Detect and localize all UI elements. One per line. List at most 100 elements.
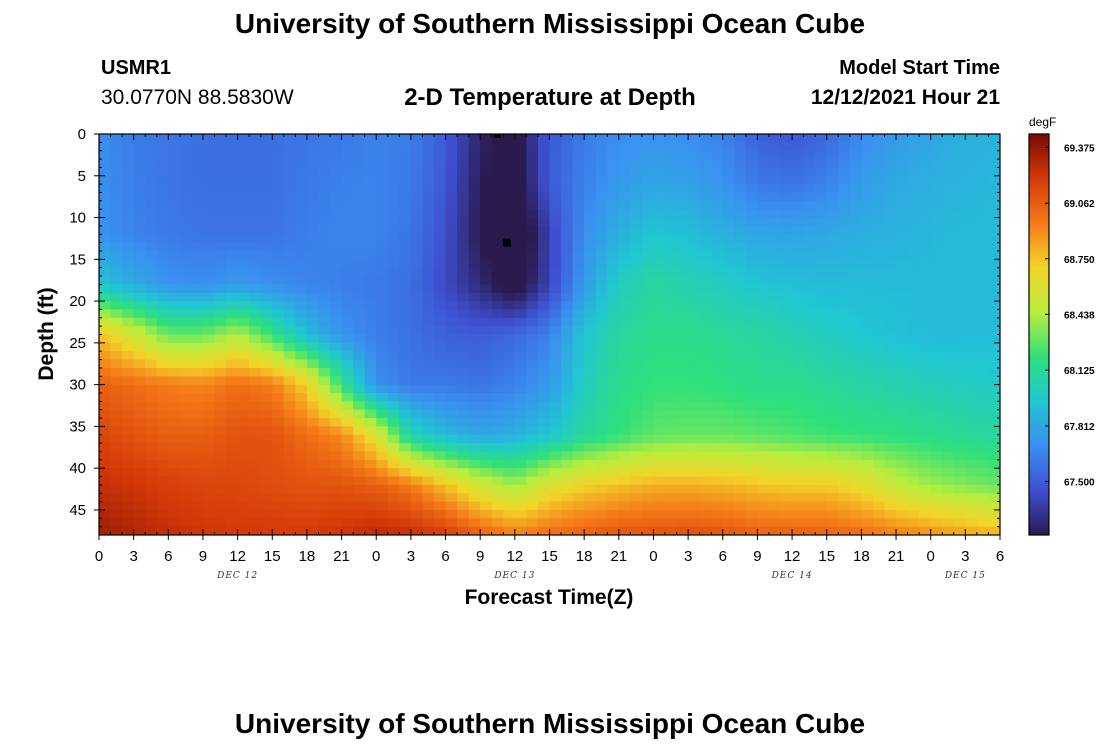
heatmap-cell (815, 134, 828, 143)
heatmap-cell (930, 493, 943, 503)
heatmap-cell (722, 317, 735, 327)
heatmap-cell (260, 184, 273, 194)
heatmap-cell (907, 167, 920, 177)
heatmap-cell (884, 342, 897, 352)
heatmap-cell (295, 334, 308, 344)
heatmap-cell (318, 150, 331, 160)
heatmap-cell (387, 334, 400, 344)
heatmap-cell (491, 493, 504, 503)
heatmap-cell (815, 317, 828, 327)
heatmap-cell (988, 376, 1000, 386)
heatmap-cell (202, 443, 216, 453)
heatmap-cell (907, 175, 920, 185)
heatmap-cell (849, 175, 862, 185)
heatmap-cell (272, 150, 285, 160)
heatmap-cell (595, 284, 608, 294)
heatmap-cell (537, 301, 551, 311)
heatmap-cell (156, 234, 169, 244)
heatmap-cell (110, 359, 123, 369)
heatmap-cell (641, 242, 655, 252)
heatmap-cell (826, 351, 839, 361)
heatmap-cell (930, 426, 943, 436)
heatmap-cell (561, 367, 574, 377)
heatmap-cell (572, 351, 585, 361)
heatmap-cell (676, 217, 689, 227)
heatmap-cell (872, 167, 886, 177)
heatmap-cell (641, 359, 655, 369)
heatmap-cell (145, 159, 158, 169)
heatmap-cell (688, 150, 701, 160)
heatmap-cell (330, 301, 343, 311)
heatmap-cell (260, 217, 273, 227)
heatmap-cell (618, 468, 631, 478)
heatmap-cell (122, 317, 135, 327)
heatmap-cell (688, 367, 701, 377)
heatmap-cell (745, 451, 759, 461)
heatmap-cell (457, 267, 470, 277)
heatmap-cell (711, 426, 724, 436)
heatmap-cell (688, 426, 701, 436)
heatmap-cell (815, 484, 828, 494)
heatmap-cell (526, 175, 539, 185)
heatmap-cell (803, 518, 816, 528)
heatmap-cell (907, 192, 920, 202)
heatmap-cell (549, 142, 562, 152)
heatmap-cell (295, 418, 308, 427)
heatmap-cell (676, 200, 689, 210)
heatmap-cell (226, 150, 239, 160)
heatmap-cell (410, 401, 424, 411)
heatmap-cell (734, 493, 747, 503)
heatmap-cell (168, 301, 181, 311)
heatmap-cell (595, 217, 608, 227)
heatmap-cell (838, 209, 851, 219)
heatmap-cell (722, 334, 735, 344)
heatmap-cell (433, 250, 447, 260)
heatmap-cell (249, 426, 262, 436)
heatmap-cell (711, 234, 724, 244)
heatmap-cell (214, 451, 227, 461)
heatmap-cell (942, 468, 955, 478)
heatmap-cell (688, 159, 701, 169)
heatmap-cell (526, 443, 539, 453)
heatmap-cell (861, 426, 874, 436)
heatmap-cell (965, 242, 978, 252)
heatmap-cell (757, 342, 770, 352)
heatmap-cell (214, 418, 227, 427)
heatmap-cell (99, 459, 112, 469)
heatmap-cell (295, 468, 308, 478)
heatmap-cell (549, 167, 562, 177)
heatmap-cell (410, 484, 424, 494)
heatmap-cell (872, 384, 886, 394)
heatmap-cell (745, 518, 759, 528)
heatmap-cell (792, 259, 805, 269)
heatmap-cell (168, 451, 181, 461)
heatmap-cell (364, 518, 377, 528)
heatmap-cell (226, 451, 239, 461)
heatmap-cell (306, 134, 320, 143)
heatmap-cell (503, 468, 516, 478)
heatmap-cell (780, 401, 793, 411)
heatmap-cell (572, 134, 585, 143)
heatmap-cell (607, 493, 620, 503)
heatmap-cell (341, 284, 354, 294)
heatmap-cell (526, 309, 539, 319)
heatmap-cell (584, 184, 597, 194)
heatmap-cell (953, 292, 966, 302)
heatmap-cell (399, 392, 412, 402)
heatmap-cell (191, 443, 204, 453)
heatmap-cell (826, 493, 839, 503)
heatmap-cell (618, 334, 631, 344)
heatmap-cell (353, 192, 366, 202)
heatmap-cell (988, 259, 1000, 269)
heatmap-cell (283, 501, 296, 511)
heatmap-cell (907, 468, 920, 478)
heatmap-cell (699, 234, 712, 244)
heatmap-cell (122, 267, 135, 277)
heatmap-cell (376, 292, 389, 302)
heatmap-cell (838, 526, 851, 535)
heatmap-cell (110, 376, 123, 386)
heatmap-cell (884, 476, 897, 486)
heatmap-cell (260, 167, 273, 177)
heatmap-cell (549, 225, 562, 235)
